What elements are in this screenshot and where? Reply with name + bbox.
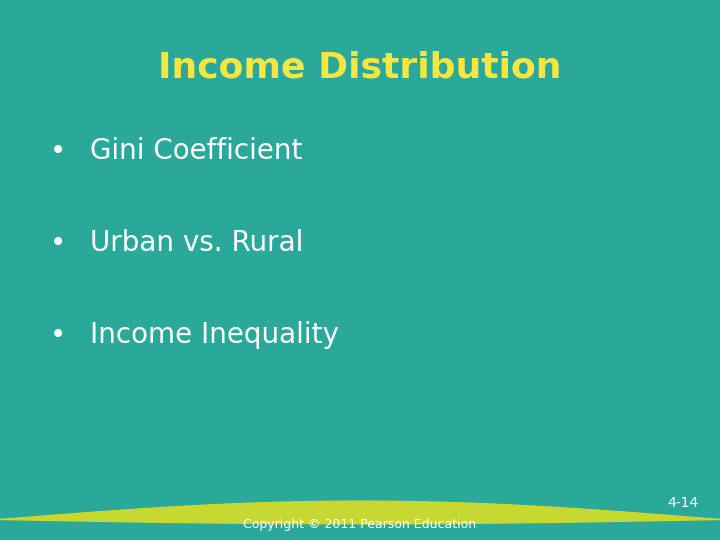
Text: •: •	[50, 137, 66, 165]
Text: Income Distribution: Income Distribution	[158, 51, 562, 84]
Text: Gini Coefficient: Gini Coefficient	[90, 137, 302, 165]
Text: Income Inequality: Income Inequality	[90, 321, 339, 349]
Text: •: •	[50, 229, 66, 257]
Text: Copyright © 2011 Pearson Education: Copyright © 2011 Pearson Education	[243, 518, 477, 531]
Text: 4-14: 4-14	[667, 496, 698, 510]
Text: •: •	[50, 321, 66, 349]
Text: Urban vs. Rural: Urban vs. Rural	[90, 229, 303, 257]
